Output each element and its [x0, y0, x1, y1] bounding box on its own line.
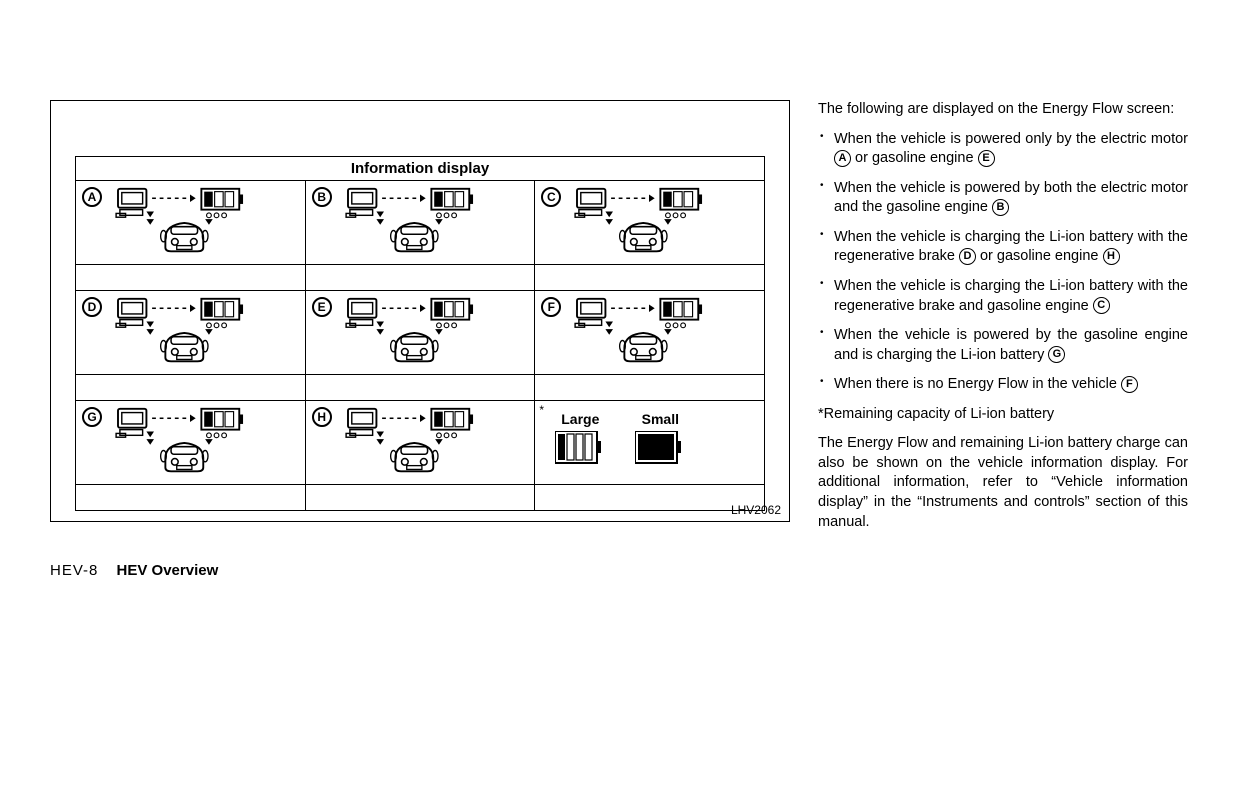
- circled-letter: D: [959, 248, 976, 265]
- energy-flow-icon: [569, 295, 729, 370]
- cell-label: B: [312, 187, 332, 207]
- circled-letter: A: [834, 150, 851, 167]
- figure-container: Information display A B C D E F: [50, 100, 790, 522]
- battery-legend: Large Small: [541, 405, 758, 470]
- cell-label: D: [82, 297, 102, 317]
- cell-label: G: [82, 407, 102, 427]
- cell-label: E: [312, 297, 332, 317]
- section-title: HEV Overview: [117, 562, 219, 579]
- table-row: [76, 375, 765, 401]
- cell-label: F: [541, 297, 561, 317]
- circled-letter: E: [978, 150, 995, 167]
- table-row: [76, 485, 765, 511]
- cell-label: H: [312, 407, 332, 427]
- list-item: When the vehicle is powered by the gasol…: [818, 326, 1188, 365]
- legend-large-label: Large: [555, 411, 605, 427]
- list-item: When the vehicle is charging the Li-ion …: [818, 277, 1188, 316]
- page-number: HEV-8: [50, 562, 98, 579]
- energy-flow-icon: [340, 295, 500, 370]
- table-row: D E F: [76, 291, 765, 375]
- energy-flow-icon: [569, 185, 729, 260]
- footnote-marker: *: [539, 403, 544, 417]
- energy-flow-icon: [340, 405, 500, 480]
- page-layout: Information display A B C D E F: [50, 100, 1201, 542]
- list-item: When there is no Energy Flow in the vehi…: [818, 375, 1188, 395]
- footnote-text: *Remaining capacity of Li-ion battery: [818, 405, 1188, 425]
- circled-letter: C: [1093, 297, 1110, 314]
- intro-text: The following are displayed on the Energ…: [818, 100, 1188, 120]
- list-item: When the vehicle is powered by both the …: [818, 179, 1188, 218]
- text-column: The following are displayed on the Energ…: [818, 100, 1188, 542]
- figure-code: LHV2062: [731, 503, 781, 517]
- energy-flow-icon: [110, 185, 270, 260]
- body-paragraph: The Energy Flow and remaining Li-ion bat…: [818, 434, 1188, 532]
- cell-label: C: [541, 187, 561, 207]
- energy-flow-icon: [110, 295, 270, 370]
- table-header: Information display: [76, 157, 765, 181]
- bullet-list: When the vehicle is powered only by the …: [818, 130, 1188, 395]
- table-row: A B C: [76, 181, 765, 265]
- list-item: When the vehicle is charging the Li-ion …: [818, 228, 1188, 267]
- cell-label: A: [82, 187, 102, 207]
- information-display-table: Information display A B C D E F: [75, 156, 765, 511]
- energy-flow-icon: [110, 405, 270, 480]
- circled-letter: F: [1121, 376, 1138, 393]
- circled-letter: G: [1048, 346, 1065, 363]
- page-footer: HEV-8 HEV Overview: [50, 562, 1201, 579]
- battery-small-icon: [635, 431, 685, 467]
- table-row: [76, 265, 765, 291]
- energy-flow-icon: [340, 185, 500, 260]
- table-row: G H * Large Small: [76, 401, 765, 485]
- circled-letter: H: [1103, 248, 1120, 265]
- legend-small-label: Small: [635, 411, 685, 427]
- list-item: When the vehicle is powered only by the …: [818, 130, 1188, 169]
- battery-large-icon: [555, 431, 605, 467]
- circled-letter: B: [992, 199, 1009, 216]
